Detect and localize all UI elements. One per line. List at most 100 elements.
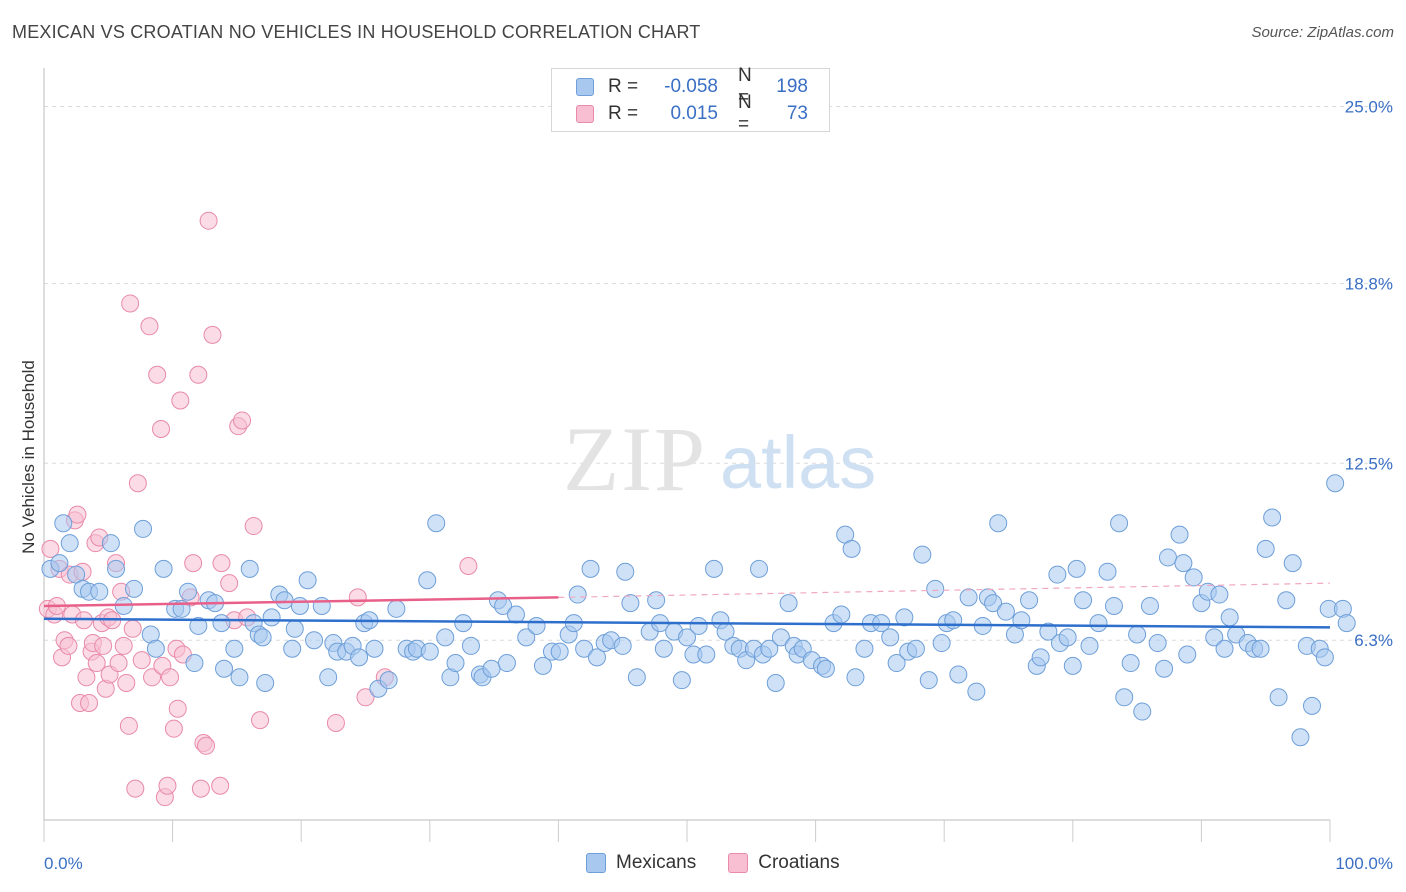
series-label-mexicans: Mexicans [616,852,697,873]
mexicans-point [705,559,724,578]
mexicans-point [996,602,1015,621]
mexicans-point [1058,628,1077,647]
legend-swatch-mexicans [576,78,594,96]
mexicans-point [1128,625,1147,644]
mexicans-point [461,636,480,655]
croatians-point [356,688,375,707]
mexicans-point [842,539,861,558]
mexicans-point [240,559,259,578]
croatians-point [211,776,230,795]
mexicans-point [613,636,632,655]
mexicans-point [672,671,691,690]
mexicans-point [1256,539,1275,558]
mexicans-point [1220,608,1239,627]
legend-row-mexicans: R = -0.058 N = 198 [576,65,808,108]
mexicans-point [454,614,473,633]
mexicans-point [1337,614,1356,633]
mexicans-point [1184,568,1203,587]
mexicans-point [1080,636,1099,655]
croatians-point [80,693,99,712]
croatians-point [77,668,96,687]
series-legend-mexicans[interactable]: Mexicans [586,852,696,874]
mexicans-point [1140,596,1159,615]
source-label: Source: ZipAtlas.com [1251,24,1394,41]
croatians-point [148,365,167,384]
mexicans-point [1326,474,1345,493]
mexicans-point [212,614,231,633]
croatians-point [161,668,180,687]
mexicans-point [1121,654,1140,673]
mexicans-point [379,671,398,690]
mexicans-points [41,474,1356,747]
mexicans-point [771,628,790,647]
mexicans-point [146,639,165,658]
mexicans-point [60,534,79,553]
mexicans-point [984,594,1003,613]
mexicans-point [189,616,208,635]
croatians-point [191,779,210,798]
series-swatch-croatians [728,853,749,873]
mexicans-point [919,671,938,690]
mexicans-point [418,571,437,590]
mexicans-trend-line [43,617,1331,629]
mexicans-point [627,668,646,687]
croatians-point [244,517,263,536]
mexicans-point [697,645,716,664]
legend-row-croatians: R = 0.015 N = 73 [576,92,808,135]
mexicans-point [1089,614,1108,633]
mexicans-point [134,519,153,538]
watermark-atlas: atlas [720,421,876,504]
y-tick-label: 18.8% [1345,274,1393,293]
croatians-point [41,539,60,558]
grid-lines [44,106,1395,641]
series-label-croatians: Croatians [758,852,840,873]
croatians-point [128,474,147,493]
mexicans-point [1020,591,1039,610]
mexicans-point [533,656,552,675]
mexicans-point [678,628,696,647]
mexicans-point [1148,634,1167,653]
mexicans-point [926,579,945,598]
croatians-point [126,779,145,798]
mexicans-point [1133,702,1152,721]
mexicans-point [1277,591,1296,610]
mexicans-point [506,605,525,624]
legend-r-value: -0.058 [664,76,718,97]
mexicans-point [895,608,914,627]
mexicans-point [1251,639,1270,658]
croatians-point [132,651,151,670]
mexicans-point [319,668,338,687]
mexicans-point [846,668,865,687]
mexicans-point [290,596,309,615]
mexicans-point [1210,585,1229,604]
mexicans-point [760,639,779,658]
mexicans-point [262,608,281,627]
mexicans-point [932,634,951,653]
mexicans-point [550,642,569,661]
mexicans-point [1178,645,1197,664]
series-legend-croatians[interactable]: Croatians [728,852,840,874]
chart-title: MEXICAN VS CROATIAN NO VEHICLES IN HOUSE… [12,22,701,42]
croatians-point [199,211,218,230]
croatians-point [348,588,367,607]
croatians-point [158,776,177,795]
mexicans-point [1048,565,1067,584]
mexicans-point [1283,554,1302,573]
mexicans-point [285,619,304,638]
mexicans-point [1074,591,1093,610]
legend-swatch-croatians [576,105,594,123]
legend-r-label: R = [608,103,639,124]
mexicans-point [1115,688,1134,707]
croatians-point [171,391,190,410]
axes [43,68,1331,842]
mexicans-point [107,559,126,578]
mexicans-point [1063,656,1082,675]
y-axis-label: No Vehicles in Household [19,360,38,554]
mexicans-point [215,659,234,678]
croatians-point [109,654,128,673]
y-tick-label: 6.3% [1354,631,1393,650]
mexicans-point [1291,728,1310,747]
croatians-point [164,719,183,738]
croatians-point [168,699,187,718]
